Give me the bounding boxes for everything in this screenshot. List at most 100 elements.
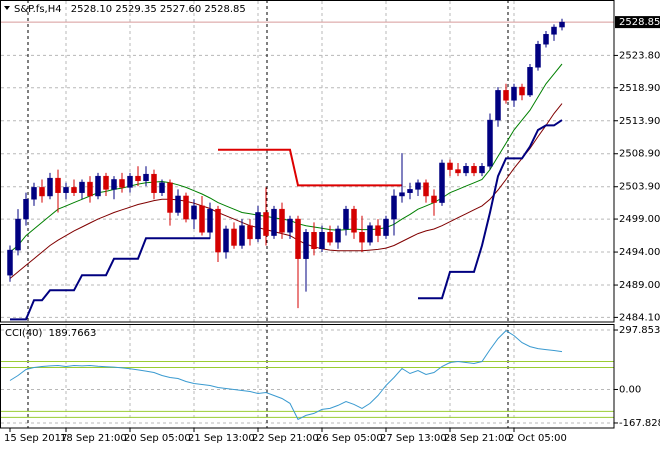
- cci-header: CCI(40) 189.7663: [5, 328, 96, 339]
- candle-body: [423, 182, 429, 197]
- x-tick-label: 15 Sep 2017: [4, 433, 67, 444]
- candle-body: [399, 192, 405, 197]
- x-tick-label: 27 Sep 13:00: [380, 433, 447, 444]
- candle-body: [391, 195, 397, 220]
- marks-layer: [1, 18, 614, 421]
- cci-title: CCI(40): [5, 328, 43, 339]
- candle-body: [471, 166, 477, 174]
- cci-frame: [0, 324, 615, 429]
- x-tick-label: 20 Sep 05:00: [124, 433, 191, 444]
- candle-body: [23, 199, 29, 220]
- y-tick-label: 2494.00: [619, 247, 660, 258]
- x-tick-label: 2 Oct 05:00: [508, 433, 567, 444]
- candle-body: [263, 212, 269, 236]
- x-tick-label: 22 Sep 21:00: [252, 433, 319, 444]
- main-frame: [0, 0, 615, 323]
- candle-body: [271, 208, 277, 236]
- candle-body: [15, 218, 21, 251]
- x-tick-label: 18 Sep 21:00: [60, 433, 127, 444]
- candle-body: [359, 232, 365, 243]
- header-value: 2527.60: [160, 4, 201, 15]
- candle-body: [559, 21, 565, 28]
- y-tick-label: 0.00: [619, 384, 641, 395]
- indicator-line: [9, 329, 563, 421]
- candle-body: [487, 119, 493, 167]
- y-tick-label: 2518.90: [619, 83, 660, 94]
- grid-layer: [1, 1, 614, 428]
- header-value: 2528.10: [71, 4, 112, 15]
- candle-body: [319, 232, 325, 250]
- candle-body: [87, 181, 93, 197]
- candle-body: [159, 182, 165, 193]
- candle-body: [543, 34, 549, 45]
- indicator-line: [218, 148, 402, 187]
- candle-body: [127, 175, 133, 188]
- candle-body: [215, 208, 221, 253]
- x-tick-label: 21 Sep 13:00: [188, 433, 255, 444]
- candle-body: [175, 195, 181, 213]
- indicator-line: [10, 237, 210, 321]
- candle-body: [311, 232, 317, 250]
- candle-body: [111, 179, 117, 190]
- candle-body: [167, 182, 173, 213]
- candle-body: [223, 228, 229, 253]
- candle-body: [295, 218, 301, 259]
- candle-body: [79, 181, 85, 193]
- price-marker-label: 2528.85: [619, 17, 660, 28]
- candle-body: [407, 189, 413, 193]
- candle-body: [255, 212, 261, 240]
- y-tick-label: -167.8282: [619, 418, 660, 429]
- candle-body: [519, 86, 525, 96]
- candle-body: [551, 26, 557, 35]
- candle-body: [431, 195, 437, 203]
- candle-body: [135, 175, 141, 182]
- candle-body: [231, 228, 237, 246]
- candle-body: [183, 195, 189, 220]
- candle-body: [479, 166, 485, 174]
- candle-body: [383, 218, 389, 236]
- indicator-line: [9, 103, 563, 279]
- candle-body: [143, 173, 149, 182]
- candle-body: [103, 175, 109, 190]
- candle-body: [367, 225, 373, 243]
- candle-body: [63, 187, 69, 193]
- chart-title: S&P.fs,H4: [14, 4, 62, 15]
- candle-body: [55, 177, 61, 193]
- candle-body: [119, 179, 125, 188]
- candle-body: [7, 249, 13, 276]
- candle-body: [535, 43, 541, 68]
- candle-body: [287, 218, 293, 233]
- candle-body: [375, 225, 381, 236]
- candle-body: [31, 187, 37, 200]
- y-tick-label: 2523.80: [619, 50, 660, 61]
- chart-header: S&P.fs,H4 2528.10 2529.35 2527.60 2528.8…: [14, 4, 246, 15]
- header-value: 2528.85: [204, 4, 245, 15]
- candle-body: [199, 205, 205, 233]
- candle-body: [495, 90, 501, 121]
- candle-body: [327, 232, 333, 243]
- header-value: 2529.35: [115, 4, 156, 15]
- candle-body: [335, 228, 341, 243]
- menu-icon[interactable]: [4, 6, 10, 10]
- candle-body: [71, 187, 77, 193]
- candle-body: [527, 67, 533, 96]
- candle-body: [191, 205, 197, 220]
- candle-body: [239, 225, 245, 246]
- candle-body: [39, 187, 45, 197]
- y-tick-label: 2499.00: [619, 214, 660, 225]
- candle-body: [279, 208, 285, 233]
- candle-body: [351, 208, 357, 233]
- candle-body: [455, 169, 461, 174]
- candle-body: [247, 225, 253, 240]
- y-tick-label: 2484.10: [619, 312, 660, 323]
- candle-body: [151, 173, 157, 193]
- indicator-line: [418, 119, 563, 300]
- candle-body: [47, 177, 53, 197]
- candle-body: [439, 162, 445, 203]
- candle-body: [447, 162, 453, 170]
- candle-body: [415, 182, 421, 190]
- y-tick-label: 2489.00: [619, 280, 660, 291]
- candle-body: [303, 232, 309, 259]
